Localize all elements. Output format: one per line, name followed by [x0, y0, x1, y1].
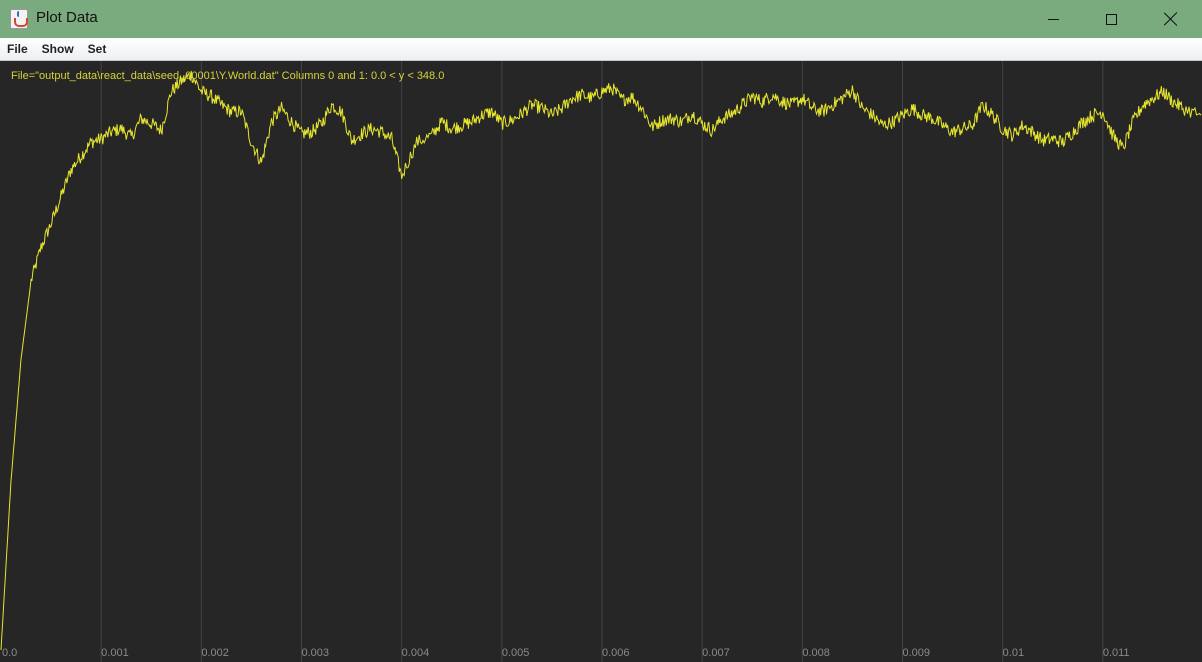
x-tick-label: 0.001 [101, 647, 129, 659]
line-chart: 0.0 0.001 0.002 0.003 0.004 0.005 0.006 0.007 0.… [0, 61, 1202, 662]
title-bar: Plot Data [0, 0, 1202, 38]
series-line [0, 70, 1202, 651]
x-tick-label: 0.002 [201, 647, 229, 659]
close-button[interactable] [1142, 0, 1200, 38]
menu-show[interactable]: Show [41, 42, 74, 56]
x-tick-label: 0.007 [702, 647, 730, 659]
chart-title: File="output_data\react_data\seed_00001\… [11, 70, 445, 82]
x-tick-label: 0.004 [402, 647, 430, 659]
x-tick-label: 0.011 [1103, 647, 1130, 659]
menu-file[interactable]: File [7, 42, 28, 56]
x-tick-label: 0.005 [502, 647, 530, 659]
x-tick-label: 0.009 [903, 647, 931, 659]
plot-area: 0.0 0.001 0.002 0.003 0.004 0.005 0.006 0.007 0.… [0, 61, 1202, 662]
x-tick-label: 0.008 [802, 647, 830, 659]
close-icon [1164, 12, 1178, 26]
menu-bar: File Show Set [0, 38, 1202, 61]
minimize-button[interactable] [1024, 0, 1082, 38]
x-tick-label: 0.0 [2, 647, 17, 659]
x-tick-label: 0.003 [302, 647, 330, 659]
minimize-icon [1047, 18, 1059, 20]
window-title: Plot Data [36, 9, 98, 26]
maximize-icon [1105, 13, 1117, 25]
x-tick-label: 0.01 [1003, 647, 1024, 659]
x-tick-label: 0.006 [602, 647, 630, 659]
menu-set[interactable]: Set [87, 42, 107, 56]
maximize-button[interactable] [1082, 0, 1140, 38]
java-cup-icon [10, 9, 28, 29]
